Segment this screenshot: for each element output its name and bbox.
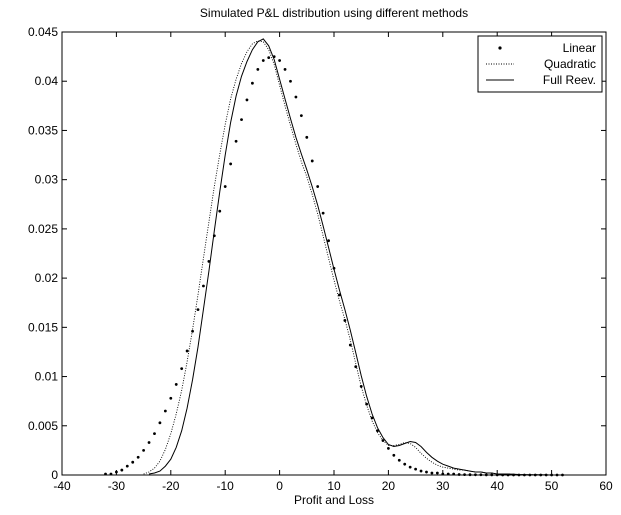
x-tick-label: 30 [436,479,450,493]
series-linear-point [267,56,271,59]
x-tick-label: 20 [382,479,396,493]
series-linear-point [142,448,146,452]
series-linear-point [131,460,135,464]
y-tick-label: 0.025 [28,222,58,236]
x-tick-label: -10 [217,479,235,493]
y-tick-label: 0.02 [35,271,59,285]
series-linear-point [354,365,358,369]
series-full-reev-line [148,38,552,476]
series-linear-point [153,432,156,436]
series-linear-point [289,79,292,83]
x-axis-label: Profit and Loss [294,493,374,507]
series-linear-point [163,409,167,413]
series-linear-point [359,385,363,388]
series-linear-point [104,472,107,476]
y-tick-label: 0 [51,468,58,482]
series-linear-point [327,239,330,243]
series-linear-point [207,259,211,263]
series-linear-point [479,473,483,477]
legend-label-quadratic: Quadratic [544,57,596,71]
plot-area: -40 -30 -20 -10 0 10 20 30 40 50 60 0 0.005 0.01 0.015… [28,25,613,493]
series-linear-point [490,473,494,477]
chart-title: Simulated P&L distribution using differe… [200,6,468,20]
series-linear-point [251,81,254,85]
series-linear-point [294,95,298,99]
series-linear-point [234,139,238,143]
series-linear-point [283,68,287,71]
series-linear-point [299,114,303,118]
series-linear-point [387,447,390,450]
y-tick-label: 0.045 [28,25,58,39]
y-tick-label: 0.04 [35,74,59,88]
series-linear-point [109,472,113,476]
y-tick-label: 0.015 [28,320,58,334]
y-tick-label: 0.035 [28,123,58,137]
series-linear-point [310,159,314,163]
series-linear-point [555,473,559,477]
series-linear-point [430,471,434,475]
series-linear-point [321,211,325,215]
series-linear-point [223,185,227,188]
series-linear-point [245,98,249,102]
series-linear-point [435,471,439,475]
series-linear-point [240,118,243,122]
series-linear-point [463,473,466,477]
series-linear-point [446,472,450,476]
series-linear-point [408,465,412,469]
x-tick-label: 40 [491,479,505,493]
series-linear-point [561,473,564,477]
y-tick-label: 0.03 [35,173,59,187]
series-linear-point [174,383,178,386]
series-linear-point [125,464,129,468]
y-tick-label: 0.01 [35,370,59,384]
series-linear-point [278,59,281,62]
series-linear-point [261,59,265,62]
series-linear-point [218,209,222,213]
series-linear-point [158,421,162,425]
series-linear-point [365,402,369,406]
series-linear-point [115,470,118,474]
series-linear-point [425,470,428,474]
series-linear-point [457,473,461,476]
series-linear-point [419,469,423,473]
series-linear-point [147,441,151,444]
legend-marker-linear [498,46,502,50]
series-linear-point [256,68,260,71]
legend-label-linear: Linear [563,41,596,55]
x-tick-label: -40 [53,479,71,493]
y-tick-label: 0.005 [28,419,58,433]
x-tick-label: -20 [162,479,180,493]
series-linear-point [136,455,140,459]
series-linear-point [468,473,472,477]
series-linear-point [202,284,205,288]
x-tick-label: 10 [327,479,341,493]
series-linear-point [196,308,200,312]
series-linear-point [474,473,477,477]
series-linear-point [185,349,189,353]
plot-frame [61,31,607,476]
x-tick-label: -30 [108,479,126,493]
series-linear-point [484,473,488,477]
series-linear-point [397,458,401,462]
legend-label-full-reev: Full Reev. [543,73,596,87]
series-linear-point [392,453,396,457]
series-linear-point [169,396,173,400]
series-linear-point [180,367,184,371]
series-linear-point [316,185,320,188]
series-linear-point [452,472,456,476]
series-linear-point [441,472,445,476]
x-tick-label: 0 [276,479,283,493]
x-tick-label: 60 [599,479,613,493]
series-linear-point [229,162,233,166]
series-linear-point [120,468,124,472]
x-tick-label: 50 [545,479,559,493]
series-linear-point [414,467,417,471]
series-linear-point [305,135,309,139]
series-linear-point [403,462,407,466]
